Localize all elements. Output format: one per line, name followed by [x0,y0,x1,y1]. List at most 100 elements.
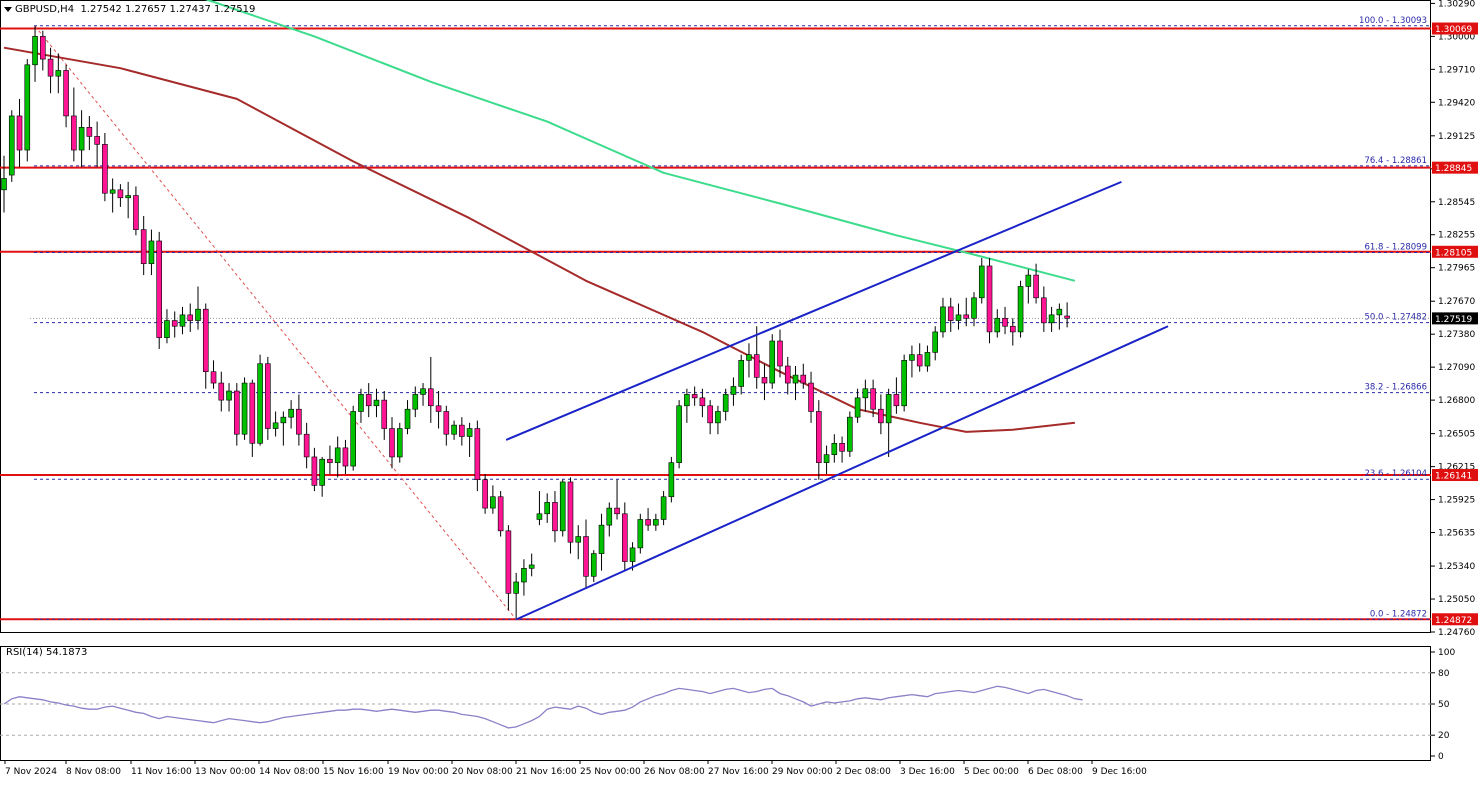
x-tick-label: 2 Dec 08:00 [836,767,891,777]
candle-body [133,195,139,230]
candle-body [265,363,271,429]
candle-body [32,36,38,66]
symbol-name: GBPUSD,H4 [15,4,75,15]
y-tick-label: 1.26800 [1438,396,1475,406]
candle-body [831,443,838,455]
candle-body [404,408,411,429]
fib-level-label: 61.8 - 1.28099 [1364,242,1427,252]
y-tick-label: 1.29710 [1438,65,1475,75]
candle-body [1,178,7,191]
candle-body [125,195,131,199]
x-tick-label: 14 Nov 08:00 [259,767,320,777]
candle-body [490,496,496,509]
candle-body [668,462,675,498]
candle-body [730,386,737,395]
y-tick-label: 1.25925 [1438,496,1475,506]
symbol-header: GBPUSD,H4 1.27542 1.27657 1.27437 1.2751… [4,4,255,15]
candle-body [148,240,155,265]
rsi-header: RSI(14) 54.1873 [6,647,87,658]
x-tick-label: 5 Dec 00:00 [964,767,1019,777]
candle-body [334,447,341,463]
candle-body [699,397,706,407]
price-tag-label: 1.26141 [1435,472,1472,482]
candle-body [373,399,380,407]
rsi-label: RSI(14) 54.1873 [6,647,88,658]
candle-body [327,458,333,463]
candle-body [1064,315,1070,319]
candle-body [39,36,46,60]
candle-body [614,507,620,515]
candle-body [629,547,636,562]
fib-level-label: 50.0 - 1.27482 [1364,313,1427,323]
candle-body [528,564,535,569]
candle-body [932,331,939,353]
y-tick-label: 1.29125 [1438,132,1475,142]
price-tag [1432,161,1478,174]
y-tick-label: 1.28255 [1438,231,1475,241]
candle-body [303,433,310,458]
x-tick-label: 11 Nov 16:00 [131,767,192,777]
candle-body [963,314,970,319]
fib-swing-trend-line [34,25,517,620]
candle-body [102,144,108,194]
candle-body [140,229,147,265]
candle-body [784,365,791,384]
candle-body [637,519,644,549]
candle-body [319,458,325,486]
candle-body [598,524,605,554]
y-tick-label: 1.24760 [1438,628,1475,638]
candle-body [792,374,799,384]
candle-body [389,428,395,458]
dropdown-triangle-icon[interactable] [4,6,12,12]
price-tag-label: 1.28845 [1435,164,1472,174]
rsi-line [3,685,1083,729]
main-plot-frame [0,0,1431,633]
candle-body [1025,274,1032,287]
candle-body [164,320,170,338]
candle-body [847,416,853,452]
candle-body [249,382,256,444]
candle-body [660,496,667,520]
x-axis: 7 Nov 2024 8 Nov 08:00 11 Nov 16:00 13 Nov … [4,760,1147,777]
candle-body [16,115,23,151]
rsi-tick-label: 50 [1438,700,1450,710]
candle-body [1033,274,1039,299]
y-tick-label: 1.28545 [1438,198,1475,208]
candle-body [800,374,807,384]
candle-body [482,479,488,509]
y-tick-label: 1.27965 [1438,264,1475,274]
candle-body [653,519,659,526]
candle-body [575,536,582,543]
candle-body [676,405,682,463]
candle-body [365,394,372,407]
fib-level-label: 76.4 - 1.28861 [1364,156,1427,166]
x-tick-label: 19 Nov 00:00 [388,767,449,777]
candle-body [396,428,403,458]
candle-body [1056,308,1063,316]
candle-body [210,371,217,384]
candle-body [645,519,651,526]
candle-body [226,390,232,401]
candle-body [272,422,279,429]
current-price-tag [1432,312,1478,325]
candle-body [24,64,31,151]
candle-body [187,314,194,321]
candle-body [381,399,388,429]
candle-body [296,408,302,435]
candle-body [311,456,318,486]
moving-average-fast [3,46,1076,433]
candle-body [202,308,209,372]
candle-body [435,405,442,412]
candle-body [288,408,294,418]
candle-body [583,536,589,577]
fib-level-label: 23.6 - 1.26104 [1364,469,1427,479]
fib-level-label: 38.2 - 1.26866 [1364,383,1427,393]
candle-body [466,428,473,437]
candle-body [769,340,776,384]
candle-body [505,530,512,594]
candle-body [707,405,713,424]
x-tick-label: 7 Nov 2024 [5,767,57,777]
fib-level-label: 0.0 - 1.24872 [1370,609,1427,619]
